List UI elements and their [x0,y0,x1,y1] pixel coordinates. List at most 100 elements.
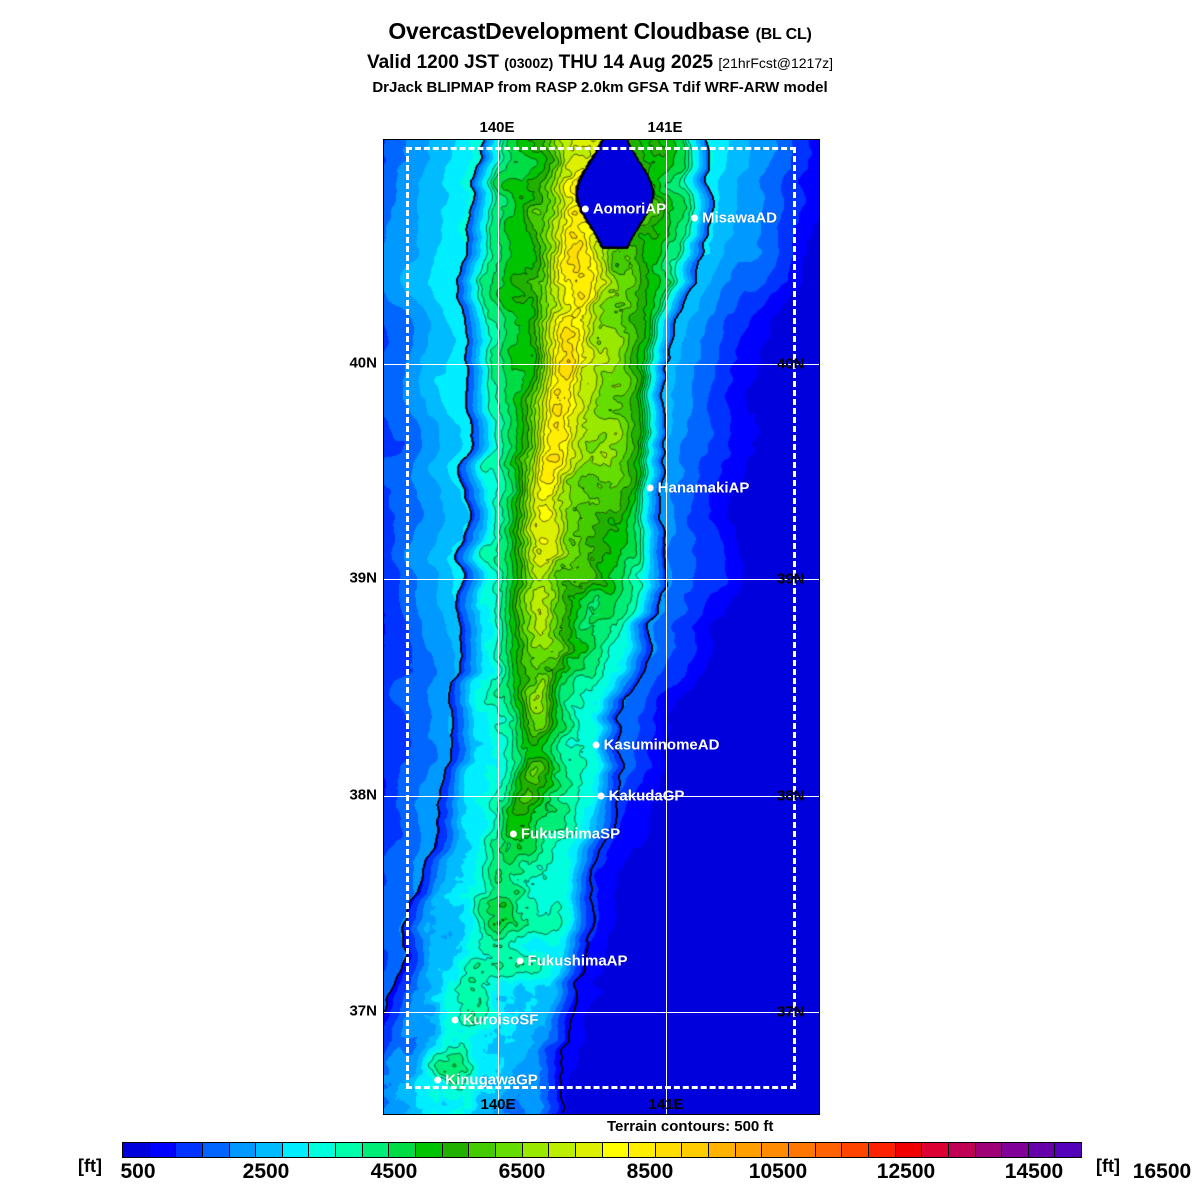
colorbar-swatch [575,1143,603,1157]
latitude-label-left: 40N [349,354,377,372]
colorbar-swatch [922,1143,949,1157]
station-dot-icon [690,214,698,222]
terrain-cloudbase-raster [384,140,819,1114]
colorbar-swatch [629,1143,656,1157]
colorbar-swatch [176,1143,203,1157]
station-label: AomoriAP [592,200,667,218]
station-dot-icon [592,741,600,749]
colorbar-swatch [709,1143,736,1157]
colorbar-swatch [416,1143,443,1157]
colorbar-swatch [123,1143,150,1157]
colorbar-swatch [735,1143,763,1157]
latitude-label-right: 38N [777,787,805,805]
colorbar-tick-label: 500 [120,1160,156,1183]
valid-time-line: Valid 1200 JST (0300Z) THU 14 Aug 2025 [… [0,51,1200,75]
colorbar-swatch [1028,1143,1056,1157]
longitude-label-top: 140E [479,119,515,136]
colorbar-unit-right: [ft] [1096,1156,1120,1176]
station-label: FukushimaAP [527,952,628,970]
station-marker[interactable]: HanamakiAP [646,479,750,497]
colorbar-swatch [948,1143,976,1157]
station-dot-icon [516,957,524,965]
colorbar-tick-label: 16500 [1132,1160,1192,1183]
colorbar-tick-label: 14500 [1004,1160,1064,1183]
colorbar-swatch [549,1143,576,1157]
colorbar-swatch [762,1143,790,1157]
forecast-stamp: [21hrFcst@1217z] [718,55,834,71]
longitude-label-bottom: 140E [480,1096,516,1113]
station-label: KinugawaGP [445,1071,538,1089]
colorbar-tick-label: 12500 [876,1160,936,1183]
colorbar-swatch [842,1143,869,1157]
colorbar-tick-label: 6500 [498,1160,546,1183]
colorbar-swatch [602,1143,630,1157]
station-marker[interactable]: KakudaGP [597,787,685,805]
station-dot-icon [646,484,654,492]
colorbar-swatch [336,1143,363,1157]
page-title: OvercastDevelopment Cloudbase (BL CL) [0,18,1200,48]
colorbar-tick-label: 10500 [748,1160,808,1183]
colorbar-swatch [202,1143,230,1157]
colorbar-swatches[interactable] [122,1142,1082,1158]
station-label: KuroisoSF [462,1011,539,1029]
colorbar-tick-label: 4500 [370,1160,418,1183]
colorbar-swatch [655,1143,683,1157]
station-marker[interactable]: MisawaAD [690,209,778,227]
terrain-contour-note: Terrain contours: 500 ft [607,1118,774,1135]
colorbar-swatch [495,1143,523,1157]
colorbar-tick-labels: 500 2500 4500 6500 8500 10500 12500 14500 16500 [120,1160,1191,1190]
colorbar-swatch [815,1143,843,1157]
longitude-label-bottom: 141E [648,1096,684,1113]
station-label: KasuminomeAD [603,736,720,754]
station-marker[interactable]: FukushimaAP [516,952,628,970]
station-marker[interactable]: FukushimaSP [509,825,621,843]
valid-local-time: Valid 1200 JST [366,52,500,73]
station-label: HanamakiAP [657,479,750,497]
colorbar-swatch [975,1143,1003,1157]
station-dot-icon [451,1016,459,1024]
latitude-label-left: 38N [349,786,377,804]
model-source-line: DrJack BLIPMAP from RASP 2.0km GFSA Tdif… [372,79,828,96]
title-main-text: OvercastDevelopment Cloudbase [388,18,750,44]
colorbar-unit-left: [ft] [78,1156,102,1176]
longitude-label-top: 141E [647,119,683,136]
colorbar-swatch [895,1143,923,1157]
forecast-map[interactable]: AomoriAP MisawaAD HanamakiAP KasuminomeAD Ka… [383,139,820,1115]
colorbar-swatch [682,1143,710,1157]
latitude-label-left: 37N [349,1002,377,1020]
colorbar-swatch [149,1143,177,1157]
colorbar-swatch [362,1143,390,1157]
station-label: KakudaGP [608,787,685,805]
latitude-label-right: 40N [777,355,805,373]
latitude-label-right: 39N [777,570,805,588]
valid-utc-time: (0300Z) [504,55,554,71]
colorbar-tick-label: 8500 [626,1160,674,1183]
latitude-label-right: 37N [777,1003,805,1021]
station-dot-icon [581,205,589,213]
colorbar-swatch [868,1143,896,1157]
colorbar-swatch [389,1143,417,1157]
station-marker[interactable]: KinugawaGP [434,1073,538,1088]
colorbar-swatch [789,1143,816,1157]
valid-date: THU 14 Aug 2025 [558,52,714,73]
station-label: MisawaAD [701,209,778,227]
station-marker[interactable]: KasuminomeAD [592,736,720,754]
station-marker[interactable]: AomoriAP [581,200,667,218]
colorbar-swatch [1002,1143,1029,1157]
title-parameter-code: (BL CL) [755,26,812,43]
colorbar-legend: [ft] [ft] 500 2500 4500 6500 8500 10500 12500 1… [0,1138,1200,1200]
station-marker[interactable]: KuroisoSF [451,1011,539,1029]
station-dot-icon [509,830,517,838]
chart-header: OvercastDevelopment Cloudbase (BL CL) Va… [0,18,1200,98]
colorbar-swatch [1055,1143,1082,1157]
colorbar-swatch [522,1143,550,1157]
colorbar-swatch [256,1143,283,1157]
station-dot-icon [434,1076,442,1084]
colorbar-swatch [309,1143,337,1157]
colorbar-swatch [469,1143,496,1157]
colorbar-tick-label: 2500 [242,1160,290,1183]
station-dot-icon [597,792,605,800]
station-label: FukushimaSP [520,825,621,843]
colorbar-swatch [229,1143,257,1157]
colorbar-swatch [442,1143,470,1157]
